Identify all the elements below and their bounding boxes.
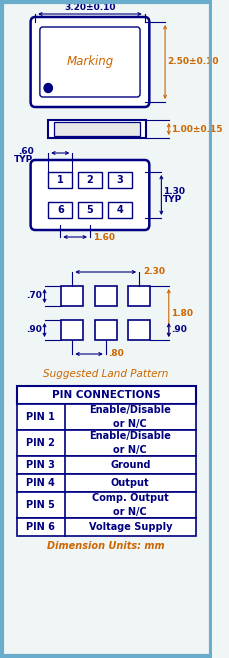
Text: 1.30: 1.30 — [163, 188, 185, 197]
Text: Output: Output — [111, 478, 150, 488]
Bar — [17, 386, 196, 404]
Bar — [95, 320, 117, 340]
Bar — [17, 404, 196, 430]
Bar — [17, 430, 196, 456]
Text: TYP: TYP — [14, 155, 33, 163]
Text: .80: .80 — [109, 349, 124, 359]
Text: 1: 1 — [57, 175, 64, 185]
Text: PIN 6: PIN 6 — [26, 522, 55, 532]
Circle shape — [44, 84, 52, 93]
Text: .90: .90 — [171, 326, 186, 334]
Bar — [108, 172, 132, 188]
Text: 3: 3 — [116, 175, 123, 185]
Text: Comp. Output
or N/C: Comp. Output or N/C — [92, 494, 169, 517]
Text: TYP: TYP — [163, 195, 183, 203]
Text: Enable/Disable
or N/C: Enable/Disable or N/C — [89, 432, 171, 455]
Bar — [48, 120, 146, 138]
Text: PIN CONNECTIONS: PIN CONNECTIONS — [52, 390, 161, 400]
Bar — [108, 202, 132, 218]
Bar — [48, 202, 72, 218]
Bar — [17, 474, 196, 492]
Bar — [78, 172, 102, 188]
Text: PIN 5: PIN 5 — [26, 500, 55, 510]
Text: 2.50±0.10: 2.50±0.10 — [167, 57, 218, 66]
Text: .70: .70 — [26, 291, 42, 301]
Text: PIN 3: PIN 3 — [26, 460, 55, 470]
Bar — [78, 202, 102, 218]
Text: 1.00±0.15: 1.00±0.15 — [171, 124, 222, 134]
Text: 6: 6 — [57, 205, 64, 215]
Bar — [61, 320, 83, 340]
Text: Ground: Ground — [110, 460, 150, 470]
Text: 1.80: 1.80 — [171, 309, 193, 318]
Bar — [128, 286, 150, 306]
Text: 2.30: 2.30 — [143, 268, 165, 276]
Text: 1.60: 1.60 — [93, 232, 115, 241]
Bar — [48, 172, 72, 188]
Text: Marking: Marking — [66, 55, 114, 68]
Text: PIN 4: PIN 4 — [26, 478, 55, 488]
Bar — [17, 456, 196, 474]
Text: PIN 2: PIN 2 — [26, 438, 55, 448]
Text: Suggested Land Pattern: Suggested Land Pattern — [43, 369, 168, 379]
Text: .90: .90 — [26, 326, 42, 334]
Text: .60: .60 — [18, 147, 33, 155]
FancyBboxPatch shape — [40, 27, 140, 97]
Bar — [17, 518, 196, 536]
Text: Voltage Supply: Voltage Supply — [89, 522, 172, 532]
Bar — [54, 122, 140, 136]
Text: Enable/Disable
or N/C: Enable/Disable or N/C — [89, 405, 171, 428]
Text: PIN 1: PIN 1 — [26, 412, 55, 422]
Bar — [128, 320, 150, 340]
Text: 3.20±0.10: 3.20±0.10 — [64, 3, 116, 12]
Text: Dimension Units: mm: Dimension Units: mm — [47, 541, 164, 551]
Bar — [61, 286, 83, 306]
Text: 2: 2 — [87, 175, 93, 185]
Text: 4: 4 — [116, 205, 123, 215]
FancyBboxPatch shape — [31, 160, 149, 230]
Bar — [95, 286, 117, 306]
FancyBboxPatch shape — [31, 17, 149, 107]
Bar — [17, 492, 196, 518]
Text: 5: 5 — [87, 205, 93, 215]
